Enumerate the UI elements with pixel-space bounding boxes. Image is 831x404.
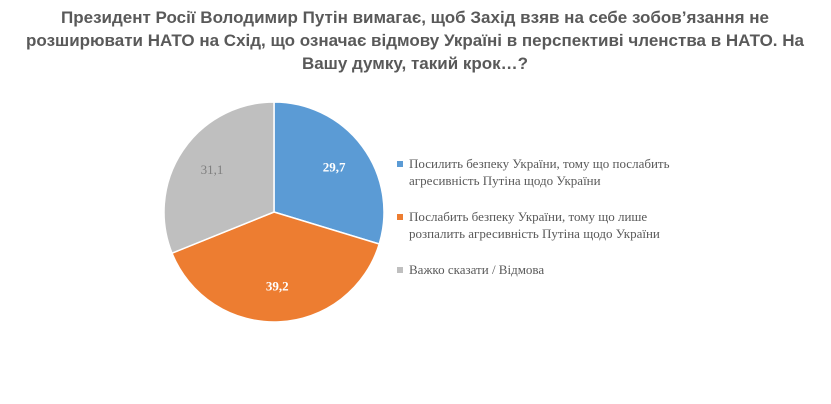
pie-slices — [163, 101, 385, 323]
pie-data-labels: 29,7 39,2 31,1 — [201, 159, 346, 293]
legend-item-hard-to-say: Важко сказати / Відмова — [397, 261, 697, 278]
legend-swatch — [397, 267, 403, 273]
chart-legend: Посилить безпеку України, тому що послаб… — [397, 155, 697, 297]
legend-swatch — [397, 214, 403, 220]
legend-label: Посилить безпеку України, тому що послаб… — [409, 156, 670, 188]
pie-data-label: 31,1 — [201, 162, 224, 177]
legend-item-strengthen: Посилить безпеку України, тому що послаб… — [397, 155, 697, 189]
pie-data-label: 39,2 — [266, 279, 289, 294]
legend-label: Важко сказати / Відмова — [409, 262, 545, 277]
legend-label: Послабить безпеку України, тому що лише … — [409, 209, 660, 241]
pie-data-label: 29,7 — [323, 159, 346, 174]
pie-slice — [171, 211, 381, 323]
pie-slice — [163, 101, 275, 255]
legend-swatch — [397, 161, 403, 167]
legend-item-weaken: Послабить безпеку України, тому що лише … — [397, 208, 697, 242]
chart-title: Президент Росії Володимир Путін вимагає,… — [26, 8, 804, 73]
pie-slice — [273, 101, 385, 245]
